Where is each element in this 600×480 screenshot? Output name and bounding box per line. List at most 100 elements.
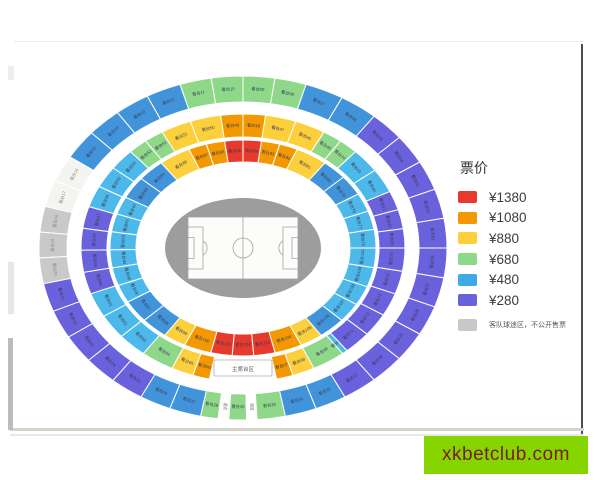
legend-swatch bbox=[458, 273, 477, 286]
left-margin-artifact2 bbox=[8, 66, 14, 80]
legend-label: ¥880 bbox=[489, 230, 520, 246]
section-label: 看台09 bbox=[251, 85, 265, 93]
section-label: 看台67 bbox=[274, 361, 289, 371]
section-label: 看台103 bbox=[254, 339, 271, 348]
section-label: 看台76 bbox=[359, 233, 367, 247]
section-label: 看台57 bbox=[93, 212, 103, 227]
section-label: 看台07 bbox=[312, 96, 327, 108]
section-label: 看台47 bbox=[271, 124, 286, 134]
section-label: 看台74 bbox=[381, 272, 391, 287]
section-label: 看台66 bbox=[197, 361, 212, 371]
section-label: 看台40 bbox=[384, 214, 394, 229]
legend-item: ¥1080 bbox=[458, 208, 578, 229]
pitch-line bbox=[282, 226, 298, 270]
section-label: 看台92 bbox=[121, 218, 131, 233]
content-frame-bottom-border2 bbox=[10, 434, 584, 436]
price-legend: 票价 ¥1380 ¥1080 ¥880 ¥680 ¥480 ¥280 客队球迷区，不公开售票 bbox=[458, 158, 578, 335]
section-label: 看台93 bbox=[119, 234, 127, 248]
legend-item: ¥680 bbox=[458, 249, 578, 270]
seating-ring-outer: 看台01看台02看台03看台04看台05看台06看台07看台08看台09看台10… bbox=[38, 75, 448, 421]
section-label: 看台11 bbox=[192, 88, 207, 98]
legend-swatch bbox=[458, 253, 477, 266]
section-label: 看台10 bbox=[221, 85, 235, 93]
seating-ring-middle: 看台39看台40看台41看台42看台43看台44看台45看台46看台47看台48… bbox=[80, 113, 406, 380]
vip-rostrum-area[interactable]: 主席台区 bbox=[213, 359, 273, 377]
section-label: 看台95 bbox=[123, 267, 133, 282]
section-label: 看台56 bbox=[99, 193, 111, 208]
section-label: 看台110 bbox=[358, 248, 366, 264]
legend-label: ¥280 bbox=[489, 292, 520, 308]
stadium-section[interactable] bbox=[347, 247, 377, 269]
left-margin-artifact bbox=[8, 262, 14, 314]
section-label: 看台86 bbox=[211, 148, 226, 158]
legend-label: ¥1080 bbox=[489, 210, 527, 226]
section-label: 看台31 bbox=[290, 395, 305, 406]
section-label: 看台39 bbox=[388, 232, 396, 246]
section-label: 看台77 bbox=[354, 216, 364, 231]
section-label: 看台75 bbox=[387, 251, 395, 265]
section-label: 通道 bbox=[223, 403, 228, 411]
vip-box-label: 主席台区 bbox=[232, 365, 255, 373]
section-label: 看台28 bbox=[205, 400, 220, 409]
pitch-line bbox=[202, 240, 208, 256]
legend-item: ¥280 bbox=[458, 290, 578, 311]
center-circle bbox=[232, 237, 254, 259]
legend-swatch bbox=[458, 318, 477, 331]
legend-item: ¥1380 bbox=[458, 187, 578, 208]
legend-label: ¥680 bbox=[489, 251, 520, 267]
stadium-section[interactable] bbox=[192, 353, 216, 380]
section-label: 看台84 bbox=[245, 147, 259, 155]
section-label: 看台58 bbox=[90, 233, 98, 247]
legend-title: 票价 bbox=[460, 160, 488, 176]
legend-item: ¥480 bbox=[458, 269, 578, 290]
legend-swatch bbox=[458, 191, 477, 204]
section-label: 看台18 bbox=[51, 214, 60, 229]
section-label: 看台49 bbox=[226, 121, 240, 129]
site-watermark: xkbetclub.com bbox=[424, 436, 588, 474]
stadium-section[interactable] bbox=[415, 247, 448, 279]
section-label: 看台85 bbox=[228, 147, 242, 155]
legend-swatch bbox=[458, 211, 477, 224]
content-frame-bottom-border bbox=[10, 428, 584, 431]
legend-swatch bbox=[458, 294, 477, 307]
section-label: 看台19 bbox=[49, 238, 56, 252]
section-label: 看台82 bbox=[277, 151, 292, 162]
section-label: 看台65 bbox=[180, 356, 195, 368]
pitch-line bbox=[291, 237, 298, 259]
legend-label: ¥1380 bbox=[489, 189, 527, 205]
section-label: 看台01 bbox=[429, 227, 437, 241]
section-label: 看台102 bbox=[235, 341, 251, 348]
section-label: 看台68 bbox=[291, 355, 306, 367]
section-label: 看台27 bbox=[182, 395, 197, 406]
content-frame-top-border bbox=[14, 41, 583, 42]
section-label: 看台83 bbox=[261, 148, 276, 158]
section-label: 看台30 bbox=[262, 401, 277, 410]
legend-label: 客队球迷区，不公开售票 bbox=[489, 321, 566, 329]
section-label: 看台21 bbox=[56, 287, 67, 302]
pitch-line bbox=[188, 237, 195, 259]
section-label: 通道 bbox=[249, 403, 254, 411]
section-label: 看台20 bbox=[51, 262, 60, 277]
pitch-line bbox=[278, 240, 284, 256]
section-label: 看台17 bbox=[57, 189, 68, 204]
section-label: 看台50 bbox=[201, 123, 216, 133]
section-label: 看台48 bbox=[247, 121, 261, 129]
legend-swatch bbox=[458, 232, 477, 245]
legend-label: ¥480 bbox=[489, 272, 520, 288]
scrollbar-line bbox=[581, 44, 583, 438]
section-label: 看台87 bbox=[195, 151, 210, 162]
section-label: 看台29 bbox=[231, 403, 245, 410]
section-label: 看台12 bbox=[161, 95, 176, 107]
section-label: 看台37 bbox=[421, 281, 431, 296]
section-label: 看台94 bbox=[120, 251, 128, 265]
left-margin-bar bbox=[8, 338, 13, 430]
field bbox=[165, 198, 321, 298]
stadium-section[interactable] bbox=[376, 247, 406, 272]
pitch-line bbox=[188, 226, 204, 270]
vip-box[interactable] bbox=[213, 359, 273, 377]
section-label: 看台60 bbox=[94, 273, 104, 288]
section-label: 看台109 bbox=[353, 265, 364, 282]
section-label: 看台41 bbox=[377, 197, 388, 212]
legend-item: ¥880 bbox=[458, 228, 578, 249]
